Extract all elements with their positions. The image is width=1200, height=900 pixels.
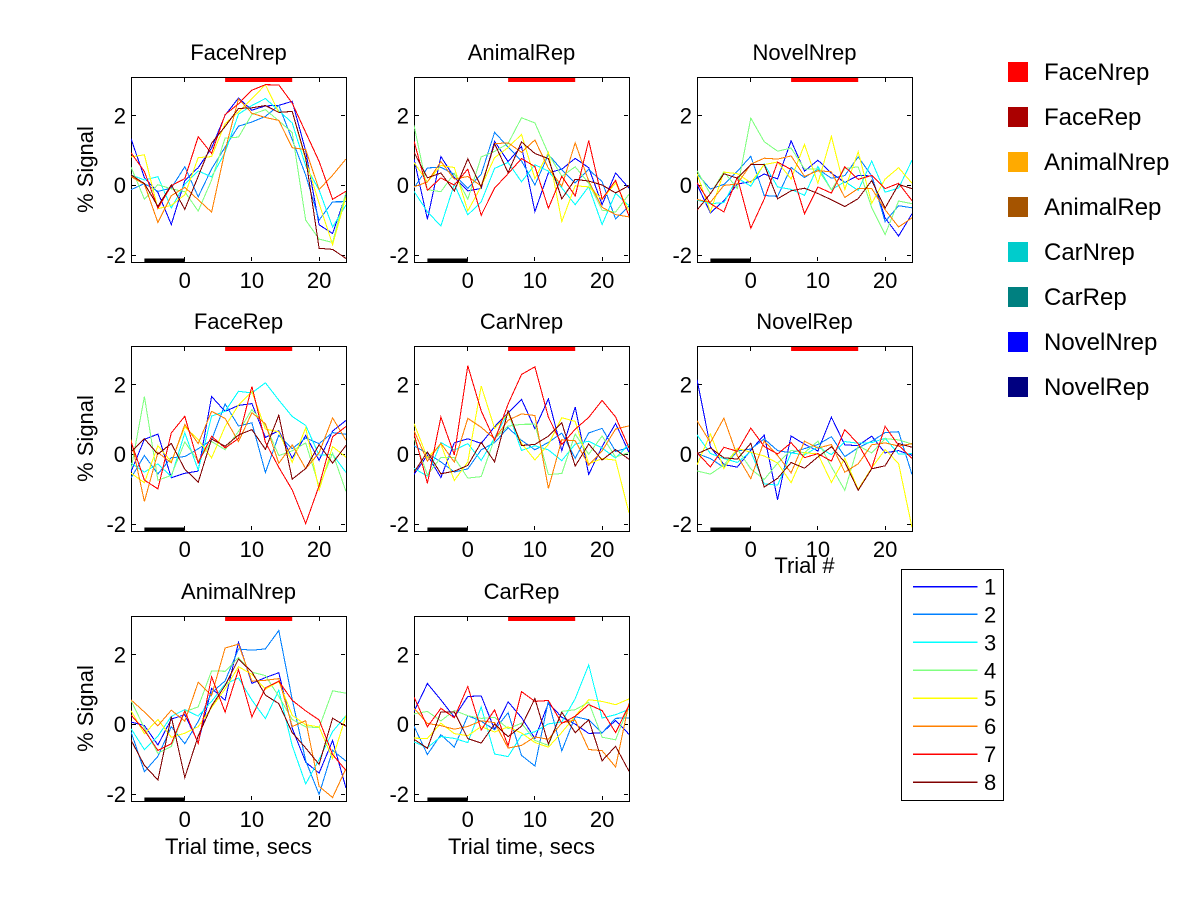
svg-text:0: 0 <box>680 173 692 198</box>
svg-text:20: 20 <box>590 537 614 562</box>
svg-text:Trial #: Trial # <box>774 553 835 578</box>
svg-text:0: 0 <box>114 442 126 467</box>
svg-text:FaceRep: FaceRep <box>194 309 283 334</box>
svg-text:AnimalNrep: AnimalNrep <box>181 579 296 604</box>
svg-text:10: 10 <box>240 537 264 562</box>
svg-text:10: 10 <box>523 807 547 832</box>
svg-text:0: 0 <box>462 537 474 562</box>
svg-text:NovelNrep: NovelNrep <box>753 40 857 65</box>
svg-text:5: 5 <box>984 686 996 711</box>
svg-text:NovelRep: NovelRep <box>756 309 853 334</box>
svg-text:8: 8 <box>984 770 996 795</box>
svg-text:10: 10 <box>523 268 547 293</box>
svg-text:10: 10 <box>806 268 830 293</box>
svg-text:10: 10 <box>240 268 264 293</box>
svg-text:-2: -2 <box>389 512 409 537</box>
svg-text:0: 0 <box>397 712 409 737</box>
svg-text:AnimalNrep: AnimalNrep <box>1044 149 1169 176</box>
svg-text:2: 2 <box>397 372 409 397</box>
svg-text:0: 0 <box>397 173 409 198</box>
svg-text:-2: -2 <box>389 243 409 268</box>
svg-text:20: 20 <box>307 537 331 562</box>
svg-text:10: 10 <box>523 537 547 562</box>
svg-text:4: 4 <box>984 658 996 683</box>
svg-text:0: 0 <box>114 712 126 737</box>
svg-text:2: 2 <box>984 602 996 627</box>
svg-text:10: 10 <box>240 807 264 832</box>
svg-text:% Signal: % Signal <box>73 665 98 752</box>
svg-text:0: 0 <box>179 807 191 832</box>
svg-text:CarNrep: CarNrep <box>1044 239 1135 266</box>
svg-text:0: 0 <box>397 442 409 467</box>
svg-text:3: 3 <box>984 630 996 655</box>
svg-text:0: 0 <box>680 442 692 467</box>
svg-text:-2: -2 <box>389 782 409 807</box>
svg-text:20: 20 <box>307 807 331 832</box>
svg-text:0: 0 <box>745 268 757 293</box>
svg-text:Trial time, secs: Trial time, secs <box>448 834 595 859</box>
svg-text:CarRep: CarRep <box>484 579 560 604</box>
svg-text:2: 2 <box>680 103 692 128</box>
svg-text:1: 1 <box>984 575 996 600</box>
svg-text:2: 2 <box>114 103 126 128</box>
svg-text:-2: -2 <box>672 243 692 268</box>
svg-text:0: 0 <box>179 537 191 562</box>
svg-text:-2: -2 <box>106 243 126 268</box>
svg-text:AnimalRep: AnimalRep <box>468 40 576 65</box>
svg-text:CarRep: CarRep <box>1044 284 1127 311</box>
svg-text:NovelRep: NovelRep <box>1044 374 1149 401</box>
svg-text:20: 20 <box>873 537 897 562</box>
svg-text:7: 7 <box>984 742 996 767</box>
svg-text:2: 2 <box>114 372 126 397</box>
svg-text:AnimalRep: AnimalRep <box>1044 194 1161 221</box>
svg-text:0: 0 <box>462 807 474 832</box>
svg-text:-2: -2 <box>106 782 126 807</box>
svg-text:0: 0 <box>462 268 474 293</box>
svg-text:% Signal: % Signal <box>73 126 98 213</box>
svg-text:20: 20 <box>590 807 614 832</box>
svg-text:2: 2 <box>397 642 409 667</box>
svg-text:20: 20 <box>873 268 897 293</box>
svg-text:2: 2 <box>680 372 692 397</box>
svg-text:% Signal: % Signal <box>73 395 98 482</box>
svg-text:CarNrep: CarNrep <box>480 309 563 334</box>
svg-text:-2: -2 <box>672 512 692 537</box>
svg-text:0: 0 <box>114 173 126 198</box>
svg-text:2: 2 <box>114 642 126 667</box>
svg-text:0: 0 <box>179 268 191 293</box>
svg-text:-2: -2 <box>106 512 126 537</box>
svg-text:20: 20 <box>307 268 331 293</box>
svg-text:20: 20 <box>590 268 614 293</box>
svg-text:NovelNrep: NovelNrep <box>1044 329 1157 356</box>
svg-text:2: 2 <box>397 103 409 128</box>
svg-text:0: 0 <box>745 537 757 562</box>
svg-text:Trial time, secs: Trial time, secs <box>165 834 312 859</box>
svg-text:FaceRep: FaceRep <box>1044 104 1141 131</box>
svg-text:FaceNrep: FaceNrep <box>190 40 287 65</box>
svg-text:10: 10 <box>806 537 830 562</box>
svg-text:FaceNrep: FaceNrep <box>1044 59 1149 86</box>
svg-text:6: 6 <box>984 714 996 739</box>
